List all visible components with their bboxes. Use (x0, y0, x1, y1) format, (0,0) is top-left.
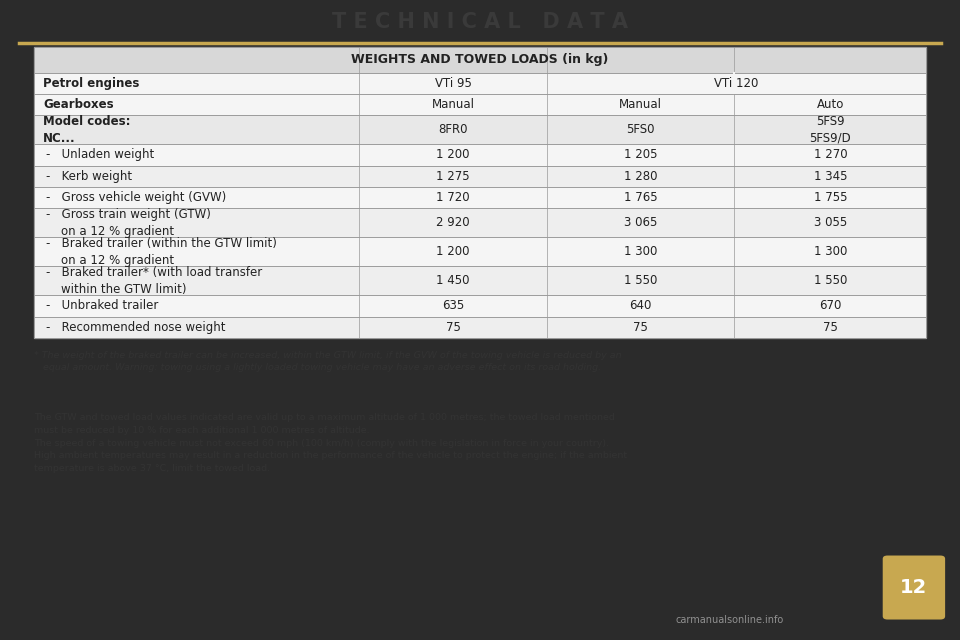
Text: Auto: Auto (817, 98, 844, 111)
Text: 1 300: 1 300 (624, 245, 658, 258)
Text: 1 205: 1 205 (624, 148, 658, 161)
Bar (34, 47, 926, 72)
Text: Manual: Manual (619, 98, 662, 111)
Text: -   Unladen weight: - Unladen weight (46, 148, 155, 161)
Text: 1 345: 1 345 (814, 170, 847, 182)
Bar (34, 208, 926, 237)
Text: 3 055: 3 055 (814, 216, 847, 229)
Text: 1 280: 1 280 (624, 170, 658, 182)
Text: 1 720: 1 720 (437, 191, 470, 204)
Text: T E C H N I C A L   D A T A: T E C H N I C A L D A T A (332, 12, 628, 33)
Text: 5FS9
5FS9/D: 5FS9 5FS9/D (809, 115, 852, 145)
Text: The GTW and towed load values indicated are valid up to a maximum altitude of 1 : The GTW and towed load values indicated … (34, 413, 627, 473)
Text: 5FS0: 5FS0 (627, 123, 655, 136)
Text: 1 765: 1 765 (624, 191, 658, 204)
Text: 12: 12 (900, 578, 927, 597)
Text: 1 270: 1 270 (814, 148, 848, 161)
Text: 3 065: 3 065 (624, 216, 658, 229)
Text: Gearboxes: Gearboxes (43, 98, 114, 111)
Text: -   Braked trailer* (with load transfer
    within the GTW limit): - Braked trailer* (with load transfer wi… (46, 266, 262, 296)
Text: 75: 75 (634, 321, 648, 334)
Text: 1 550: 1 550 (814, 275, 847, 287)
Text: -   Unbraked trailer: - Unbraked trailer (46, 300, 158, 312)
Bar (34, 94, 926, 115)
Bar (34, 166, 926, 187)
Text: 75: 75 (445, 321, 461, 334)
Text: 1 550: 1 550 (624, 275, 658, 287)
Text: 1 755: 1 755 (814, 191, 847, 204)
Bar (34, 295, 926, 317)
Text: WEIGHTS AND TOWED LOADS (in kg): WEIGHTS AND TOWED LOADS (in kg) (351, 54, 609, 67)
Text: VTi 120: VTi 120 (714, 77, 758, 90)
FancyBboxPatch shape (883, 556, 945, 620)
Text: -   Braked trailer (within the GTW limit)
    on a 12 % gradient: - Braked trailer (within the GTW limit) … (46, 237, 276, 267)
Text: 1 200: 1 200 (437, 148, 470, 161)
Bar (34, 187, 926, 208)
Text: * The weight of the braked trailer can be increased, within the GTW limit, if th: * The weight of the braked trailer can b… (34, 351, 621, 372)
Text: 1 275: 1 275 (437, 170, 470, 182)
Text: Petrol engines: Petrol engines (43, 77, 139, 90)
Text: 2 920: 2 920 (437, 216, 470, 229)
Text: 8FR0: 8FR0 (439, 123, 468, 136)
Bar (34, 47, 926, 338)
Text: Model codes:
NC...: Model codes: NC... (43, 115, 131, 145)
Bar (34, 144, 926, 166)
Text: 1 450: 1 450 (437, 275, 470, 287)
Text: 75: 75 (823, 321, 838, 334)
Text: -   Kerb weight: - Kerb weight (46, 170, 132, 182)
Text: carmanualsonline.info: carmanualsonline.info (676, 614, 783, 625)
Bar (34, 115, 926, 144)
Bar (34, 317, 926, 338)
Bar (34, 266, 926, 295)
Text: Manual: Manual (432, 98, 474, 111)
Bar (34, 72, 926, 94)
Text: 1 300: 1 300 (814, 245, 847, 258)
Bar (34, 237, 926, 266)
Text: 670: 670 (819, 300, 842, 312)
Text: -   Gross train weight (GTW)
    on a 12 % gradient: - Gross train weight (GTW) on a 12 % gra… (46, 207, 211, 237)
Text: -   Recommended nose weight: - Recommended nose weight (46, 321, 226, 334)
Text: 640: 640 (630, 300, 652, 312)
Text: 1 200: 1 200 (437, 245, 470, 258)
Text: VTi 95: VTi 95 (435, 77, 471, 90)
Text: 635: 635 (443, 300, 465, 312)
Text: -   Gross vehicle weight (GVW): - Gross vehicle weight (GVW) (46, 191, 227, 204)
